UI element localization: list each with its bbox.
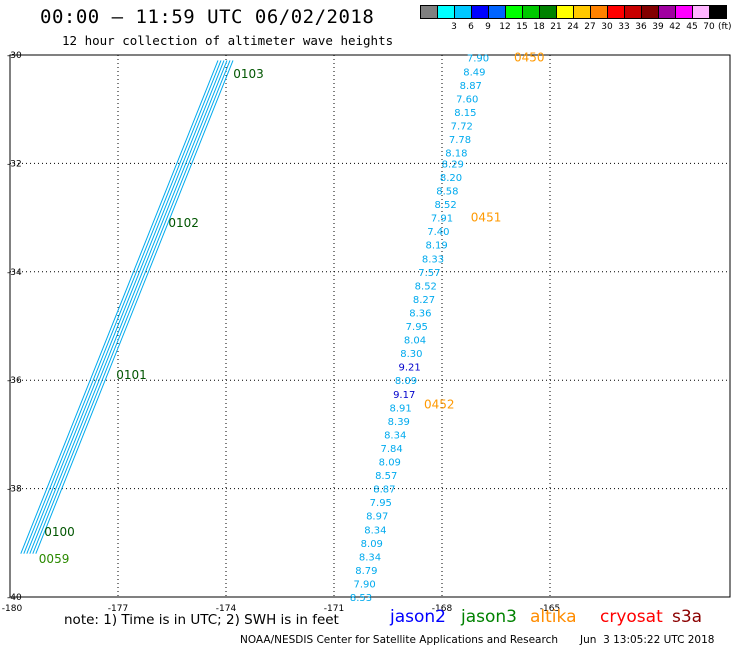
data-label: 8.52 xyxy=(415,281,437,292)
data-label: 8.49 xyxy=(463,67,485,78)
color-scale-label: 30 xyxy=(601,22,613,32)
x-tick-label: -165 xyxy=(540,604,560,614)
data-label: 7.78 xyxy=(449,135,471,146)
color-swatch xyxy=(709,5,727,19)
color-scale-label: 3 xyxy=(451,22,457,32)
x-tick-label: -168 xyxy=(432,604,453,614)
data-label: 8.36 xyxy=(409,308,431,319)
x-tick-label: -177 xyxy=(108,604,128,614)
footer-credit: NOAA/NESDIS Center for Satellite Applica… xyxy=(240,634,558,646)
time-label: 0452 xyxy=(424,398,455,412)
data-label: 7.72 xyxy=(451,121,473,132)
footer-timestamp: Jun 3 13:05:22 UTC 2018 xyxy=(580,634,715,646)
legend-s3a: s3a xyxy=(672,607,703,627)
color-scale-label: 21 xyxy=(550,22,562,32)
legend-jason3: jason3 xyxy=(461,607,517,627)
legend-altika: altika xyxy=(530,607,577,627)
data-label: 7.57 xyxy=(418,268,440,279)
data-label: 8.18 xyxy=(445,149,467,160)
color-scale-unit: (ft) xyxy=(718,22,732,32)
color-scale-label: 45 xyxy=(686,22,698,32)
data-label: 8.53 xyxy=(350,593,372,604)
data-label: 7.60 xyxy=(456,94,478,105)
time-label: 0103 xyxy=(233,67,264,81)
chart-title: 00:00 – 11:59 UTC 06/02/2018 xyxy=(40,6,375,28)
data-label: 8.87 xyxy=(460,81,482,92)
time-label: 0450 xyxy=(514,51,545,65)
data-label: 8.04 xyxy=(404,336,426,347)
data-label: 8.34 xyxy=(384,430,406,441)
data-label: 9.21 xyxy=(398,363,420,374)
data-label: 8.09 xyxy=(361,539,383,550)
color-scale-label: 33 xyxy=(618,22,630,32)
data-label: 7.91 xyxy=(431,214,453,225)
data-label: 8.20 xyxy=(440,173,462,184)
time-label: 0059 xyxy=(39,552,70,566)
plot-frame xyxy=(9,54,731,598)
data-label: 8.29 xyxy=(442,159,464,170)
data-label: 7.95 xyxy=(406,322,428,333)
y-tick-label: -40 xyxy=(7,593,22,603)
data-label: 8.30 xyxy=(400,349,422,360)
data-label: 7.90 xyxy=(353,579,375,590)
color-scale-label: 27 xyxy=(584,22,596,32)
color-scale-bar xyxy=(420,5,727,19)
color-scale-label: 70 xyxy=(703,22,715,32)
data-label: 8.52 xyxy=(434,200,456,211)
data-label: 8.34 xyxy=(364,525,386,536)
data-label: 8.19 xyxy=(425,241,447,252)
data-label: 8.39 xyxy=(388,417,410,428)
time-label: 0101 xyxy=(116,368,147,382)
track-line xyxy=(35,60,234,554)
chart-subtitle: 12 hour collection of altimeter wave hei… xyxy=(62,33,394,48)
color-scale-label: 12 xyxy=(499,22,511,32)
data-label: 7.40 xyxy=(427,227,449,238)
color-scale-label: 9 xyxy=(485,22,491,32)
color-scale-label: 18 xyxy=(533,22,545,32)
y-tick-label: -30 xyxy=(7,51,22,61)
y-tick-label: -32 xyxy=(7,159,22,169)
data-label: 8.34 xyxy=(359,552,381,563)
legend-jason2: jason2 xyxy=(390,607,446,627)
legend-cryosat: cryosat xyxy=(600,607,663,627)
data-label: 8.15 xyxy=(454,108,476,119)
track-line xyxy=(23,60,222,554)
track-line xyxy=(26,60,225,554)
track-line xyxy=(29,60,228,554)
data-label: 9.17 xyxy=(393,390,415,401)
data-label: 8.97 xyxy=(366,512,388,523)
x-tick-label: -180 xyxy=(2,604,23,614)
time-label: 0100 xyxy=(44,525,75,539)
data-label: 8.57 xyxy=(375,471,397,482)
data-label: 7.95 xyxy=(370,498,392,509)
time-label: 0451 xyxy=(471,211,502,225)
color-scale-label: 42 xyxy=(669,22,681,32)
data-label: 8.79 xyxy=(355,566,377,577)
data-label: 8.87 xyxy=(373,485,395,496)
data-label: 8.09 xyxy=(379,458,401,469)
time-label: 0102 xyxy=(168,216,199,230)
y-tick-label: -36 xyxy=(7,376,22,386)
footer-note: note: 1) Time is in UTC; 2) SWH is in fe… xyxy=(64,612,339,628)
x-tick-label: -174 xyxy=(216,604,237,614)
color-scale-label: 6 xyxy=(468,22,474,32)
data-label: 8.58 xyxy=(436,187,458,198)
data-label: 8.91 xyxy=(389,403,411,414)
track-line xyxy=(32,60,231,554)
color-scale-label: 39 xyxy=(652,22,664,32)
data-label: 7.84 xyxy=(380,444,402,455)
data-label: 7.90 xyxy=(467,54,489,65)
track-line xyxy=(20,60,219,554)
x-tick-label: -171 xyxy=(324,604,344,614)
y-tick-label: -38 xyxy=(7,485,22,495)
color-scale-label: 36 xyxy=(635,22,647,32)
y-tick-label: -34 xyxy=(7,268,22,278)
data-label: 8.09 xyxy=(395,376,417,387)
data-label: 8.27 xyxy=(413,295,435,306)
data-label: 8.33 xyxy=(422,254,444,265)
color-scale-label: 15 xyxy=(516,22,528,32)
color-scale-label: 24 xyxy=(567,22,579,32)
